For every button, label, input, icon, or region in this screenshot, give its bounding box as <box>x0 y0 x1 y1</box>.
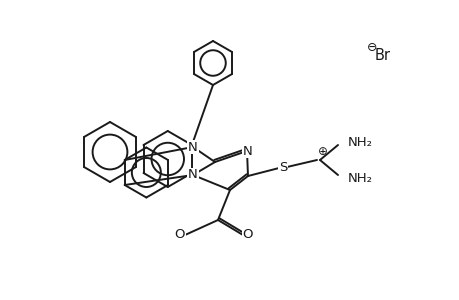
Text: NH₂: NH₂ <box>347 172 372 184</box>
Text: ⊕: ⊕ <box>317 145 327 158</box>
Text: O: O <box>242 229 253 242</box>
Text: Br: Br <box>374 47 390 62</box>
Text: S: S <box>278 160 286 173</box>
Text: NH₂: NH₂ <box>347 136 372 148</box>
Text: O: O <box>174 229 185 242</box>
Text: ⊖: ⊖ <box>366 40 376 53</box>
Text: N: N <box>188 169 197 182</box>
Text: N: N <box>243 145 252 158</box>
Text: N: N <box>188 140 197 154</box>
